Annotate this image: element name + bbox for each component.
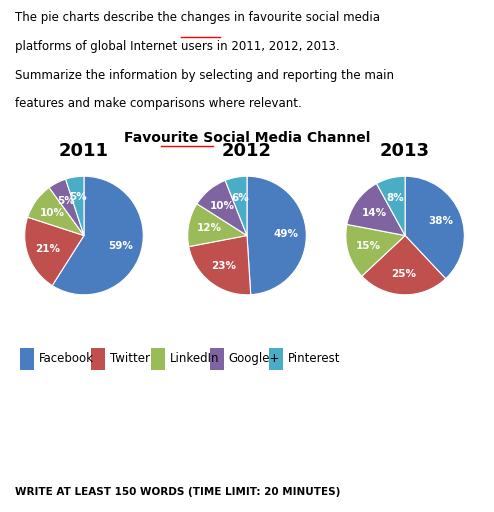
FancyBboxPatch shape (269, 348, 283, 370)
Text: 38%: 38% (428, 217, 453, 226)
Wedge shape (188, 204, 247, 247)
Text: 10%: 10% (210, 201, 235, 211)
Text: features and make comparisons where relevant.: features and make comparisons where rele… (15, 97, 301, 110)
Text: 5%: 5% (58, 196, 76, 206)
Text: LinkedIn: LinkedIn (169, 352, 219, 366)
Text: Twitter: Twitter (110, 352, 150, 366)
Text: 8%: 8% (387, 193, 405, 203)
Text: 6%: 6% (231, 193, 248, 203)
Text: 25%: 25% (391, 269, 416, 279)
Text: The pie charts describe the changes in favourite social media: The pie charts describe the changes in f… (15, 11, 380, 24)
Wedge shape (347, 184, 405, 236)
Text: Summarize the information by selecting and reporting the main: Summarize the information by selecting a… (15, 69, 394, 81)
Wedge shape (376, 176, 405, 236)
Text: platforms of global Internet users in 2011, 2012, 2013.: platforms of global Internet users in 20… (15, 40, 339, 53)
FancyBboxPatch shape (91, 348, 105, 370)
Wedge shape (346, 224, 405, 276)
FancyBboxPatch shape (151, 348, 165, 370)
Wedge shape (66, 176, 84, 236)
Text: Pinterest: Pinterest (288, 352, 340, 366)
Title: 2011: 2011 (59, 142, 109, 160)
FancyBboxPatch shape (210, 348, 224, 370)
Text: 12%: 12% (197, 223, 222, 233)
Text: 5%: 5% (69, 193, 87, 202)
Text: Google+: Google+ (229, 352, 280, 366)
Text: Favourite Social Media Channel: Favourite Social Media Channel (124, 131, 370, 144)
FancyBboxPatch shape (20, 348, 34, 370)
Wedge shape (247, 176, 306, 295)
Title: 2013: 2013 (380, 142, 430, 160)
Wedge shape (25, 217, 84, 286)
Wedge shape (189, 236, 251, 295)
Text: 10%: 10% (41, 208, 65, 218)
Wedge shape (362, 236, 446, 295)
Text: 21%: 21% (35, 244, 60, 253)
Wedge shape (197, 180, 247, 236)
Wedge shape (405, 176, 464, 279)
Text: 59%: 59% (109, 241, 133, 251)
Text: Facebook: Facebook (39, 352, 93, 366)
Text: 15%: 15% (356, 241, 380, 251)
Wedge shape (28, 187, 84, 236)
Wedge shape (225, 176, 247, 236)
Text: 49%: 49% (273, 229, 298, 239)
Text: 23%: 23% (211, 261, 236, 271)
Text: WRITE AT LEAST 150 WORDS (TIME LIMIT: 20 MINUTES): WRITE AT LEAST 150 WORDS (TIME LIMIT: 20… (15, 486, 340, 497)
Wedge shape (49, 179, 84, 236)
Title: 2012: 2012 (222, 142, 272, 160)
Wedge shape (52, 176, 143, 295)
Text: 14%: 14% (361, 208, 386, 218)
